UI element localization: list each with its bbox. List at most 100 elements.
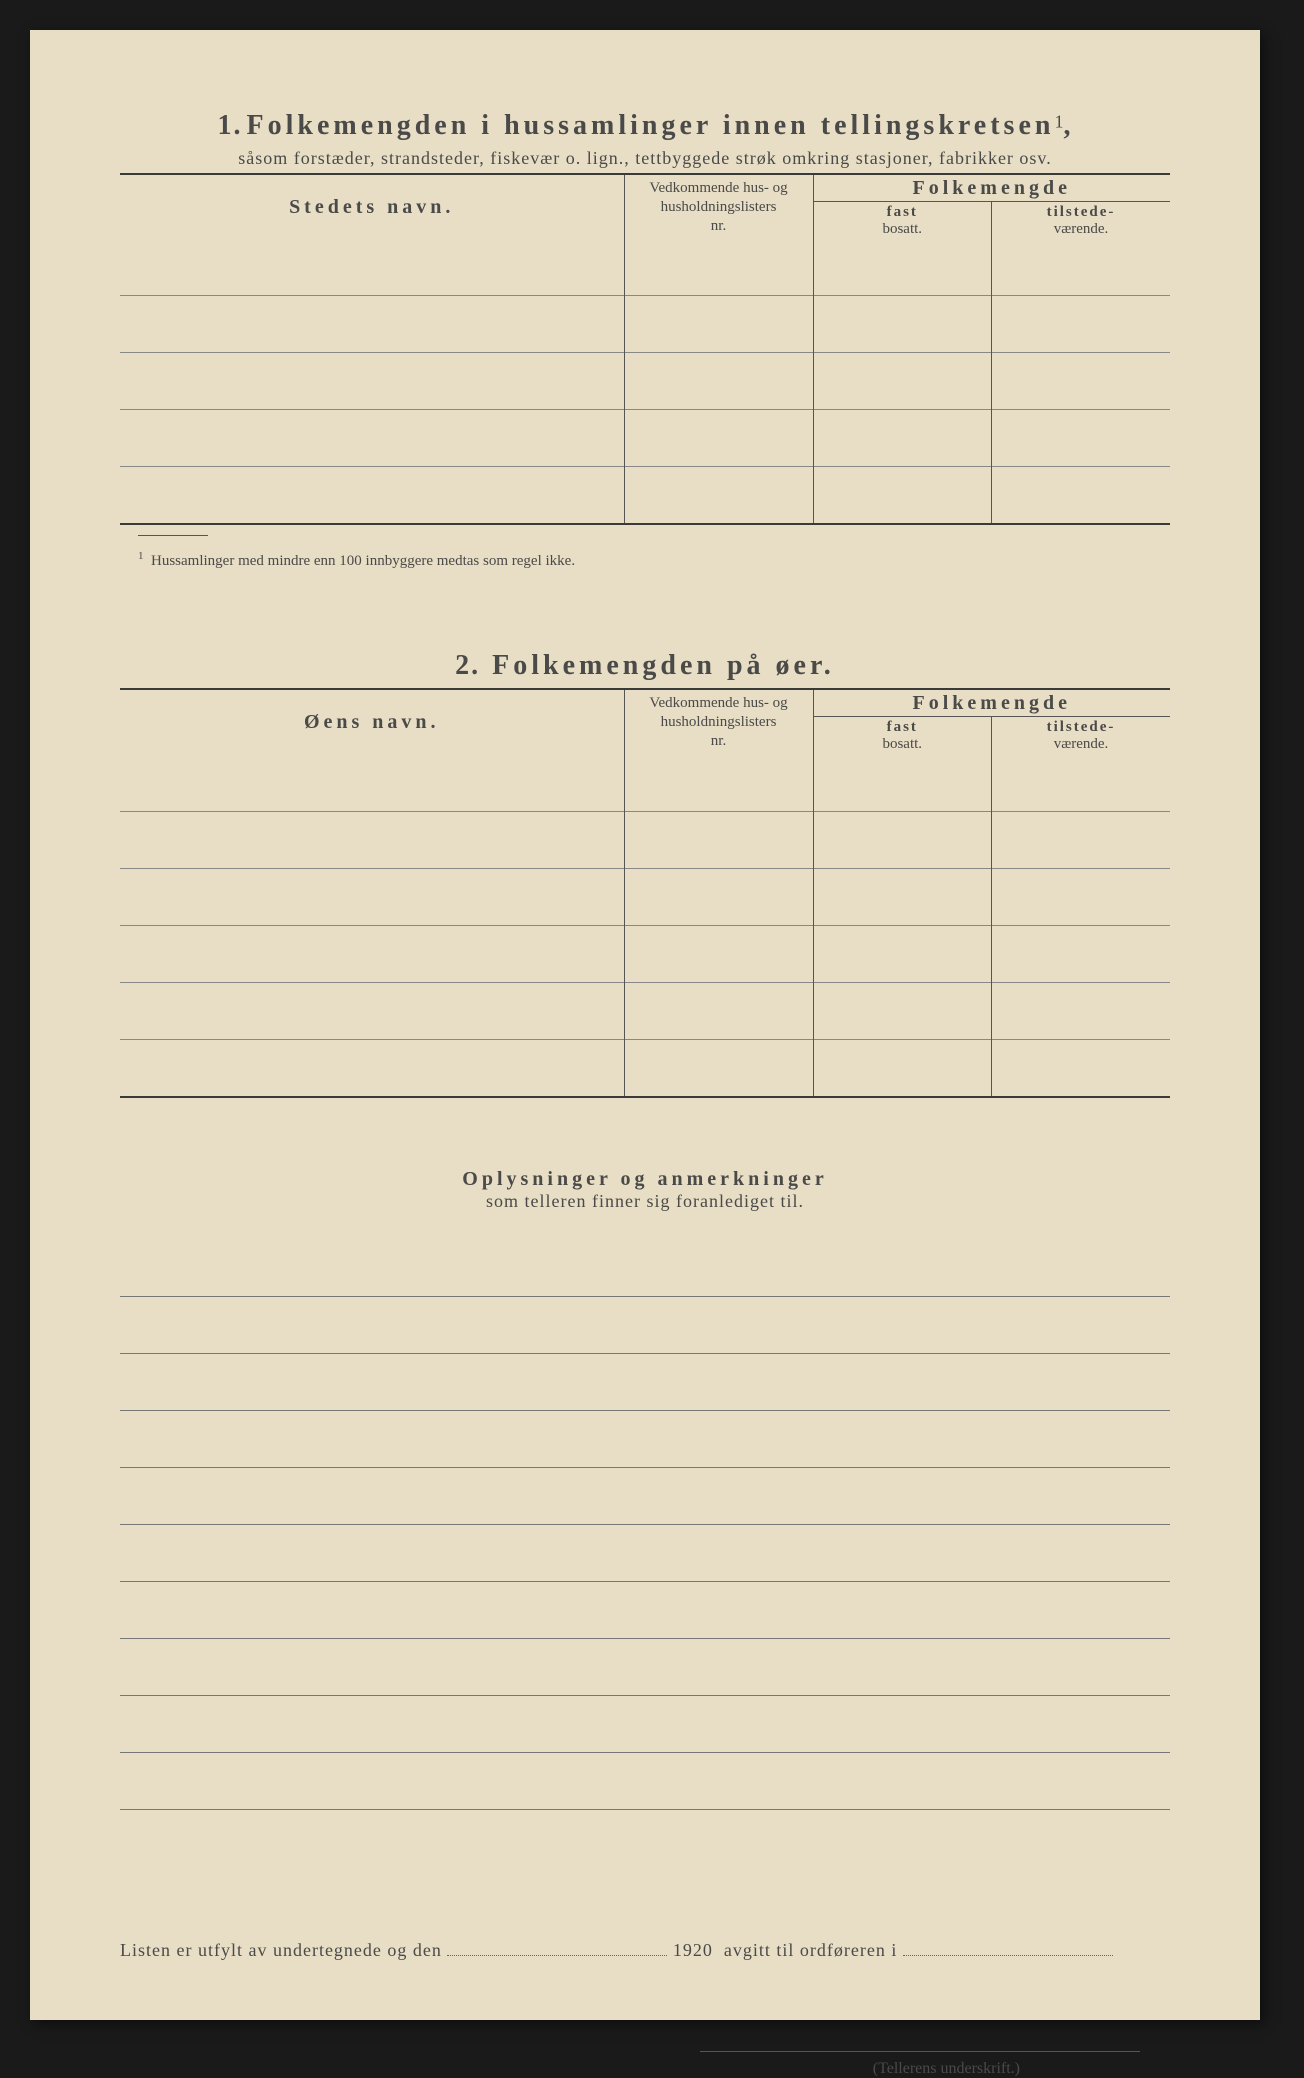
table-cell (624, 982, 813, 1039)
sig-year: 1920 (673, 1940, 713, 1960)
remarks-heading: Oplysninger og anmerkninger som telleren… (120, 1168, 1170, 1212)
table-cell (813, 296, 992, 353)
table-cell (813, 1039, 992, 1097)
signature-statement: Listen er utfylt av undertegnede og den … (120, 1940, 1170, 1961)
bosatt-label-2: bosatt. (882, 736, 922, 752)
table-cell (120, 1039, 624, 1097)
remarks-line (120, 1468, 1170, 1525)
table-cell (992, 296, 1171, 353)
table-row (120, 982, 1170, 1039)
col-folkemengde-2: Folkemengde (813, 689, 1170, 717)
section-1-subtitle: såsom forstæder, strandsteder, fiskevær … (120, 148, 1170, 169)
table-row (120, 467, 1170, 525)
table-row (120, 811, 1170, 868)
signature-label: (Tellerens underskrift.) (120, 2060, 1020, 2078)
table-row (120, 1039, 1170, 1097)
remarks-lines-area (120, 1240, 1170, 1810)
table-cell (813, 925, 992, 982)
table-row (120, 925, 1170, 982)
table-cell (624, 467, 813, 525)
table-cell (992, 868, 1171, 925)
table-cell (992, 239, 1171, 296)
remarks-line (120, 1753, 1170, 1810)
remarks-line (120, 1240, 1170, 1297)
section-1-heading: Folkemengden i hussamlinger innen tellin… (247, 110, 1055, 141)
table-cell (120, 296, 624, 353)
col-ved-line1: Vedkommende hus- og (649, 180, 787, 196)
table-row (120, 296, 1170, 353)
vaerende-label: værende. (1054, 221, 1109, 237)
section-1-table: Stedets navn. Vedkommende hus- og hushol… (120, 173, 1170, 525)
vaerende-label-2: værende. (1054, 736, 1109, 752)
table-cell (813, 353, 992, 410)
table-cell (120, 811, 624, 868)
sig-place-blank (903, 1941, 1113, 1956)
table-cell (120, 353, 624, 410)
remarks-line (120, 1297, 1170, 1354)
col-ved-line3: nr. (711, 218, 726, 234)
section-1-footnote: 1 Hussamlinger med mindre enn 100 innbyg… (138, 550, 1170, 570)
col-fast-bosatt-2: fast bosatt. (813, 717, 992, 755)
table-cell (120, 467, 624, 525)
sig-mid: avgitt til ordføreren i (724, 1940, 897, 1960)
table-cell (813, 811, 992, 868)
table-cell (120, 982, 624, 1039)
col-tilstede-2: tilstede- værende. (992, 717, 1171, 755)
table-cell (813, 239, 992, 296)
col-ved-line2: husholdningslisters (661, 199, 777, 215)
section-2: 2. Folkemengden på øer. Øens navn. Vedko… (120, 650, 1170, 1097)
table-cell (624, 925, 813, 982)
col-oens-navn: Øens navn. (120, 689, 624, 754)
footnote-rule (138, 535, 208, 536)
remarks-line (120, 1354, 1170, 1411)
table-cell (992, 755, 1171, 812)
table-row (120, 410, 1170, 467)
table-cell (120, 925, 624, 982)
section-1: 1. Folkemengden i hussamlinger innen tel… (120, 110, 1170, 570)
table-cell (992, 1039, 1171, 1097)
table-cell (120, 410, 624, 467)
table-cell (624, 1039, 813, 1097)
col-husholdningslisters: Vedkommende hus- og husholdningslisters … (624, 174, 813, 239)
signature-rule (700, 2051, 1140, 2052)
col-ved2-line3: nr. (711, 733, 726, 749)
fast-label: fast (887, 204, 918, 220)
section-2-table: Øens navn. Vedkommende hus- og husholdni… (120, 688, 1170, 1097)
col-tilstede: tilstede- værende. (992, 202, 1171, 240)
table-cell (992, 982, 1171, 1039)
section-1-number: 1. (218, 110, 243, 141)
table-row (120, 353, 1170, 410)
section-2-number: 2. (455, 650, 480, 681)
table-cell (624, 868, 813, 925)
col-husholdningslisters-2: Vedkommende hus- og husholdningslisters … (624, 689, 813, 754)
remarks-title-text: Oplysninger og anmerkninger (462, 1168, 827, 1190)
sig-date-blank (447, 1941, 667, 1956)
table-cell (813, 755, 992, 812)
table-cell (120, 239, 624, 296)
table-row (120, 868, 1170, 925)
col-ved2-line2: husholdningslisters (661, 714, 777, 730)
tilstede-label: tilstede- (1047, 204, 1116, 220)
table-cell (813, 410, 992, 467)
tilstede-label-2: tilstede- (1047, 719, 1116, 735)
col-fast-bosatt: fast bosatt. (813, 202, 992, 240)
table-cell (992, 925, 1171, 982)
table-cell (624, 755, 813, 812)
section-2-heading: Folkemengden på øer. (492, 650, 835, 681)
fast-label-2: fast (887, 719, 918, 735)
table-cell (624, 811, 813, 868)
table-cell (624, 296, 813, 353)
table-cell (813, 467, 992, 525)
table-cell (624, 410, 813, 467)
remarks-line (120, 1411, 1170, 1468)
table-cell (120, 868, 624, 925)
col-stedets-navn: Stedets navn. (120, 174, 624, 239)
col-folkemengde: Folkemengde (813, 174, 1170, 202)
table-cell (813, 868, 992, 925)
remarks-line (120, 1696, 1170, 1753)
table-cell (120, 755, 624, 812)
section-2-title: 2. Folkemengden på øer. (120, 650, 1170, 682)
table-cell (992, 467, 1171, 525)
table-cell (992, 353, 1171, 410)
table-cell (992, 410, 1171, 467)
